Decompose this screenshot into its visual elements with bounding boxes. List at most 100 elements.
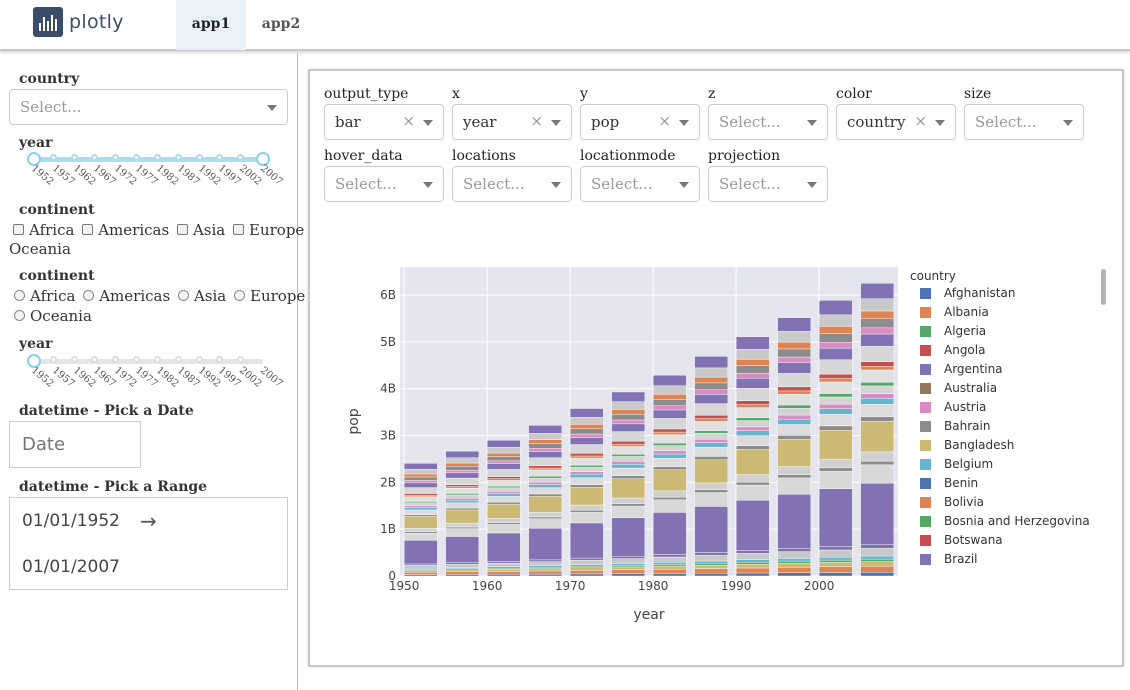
legend-item[interactable]: Bolivia (920, 495, 984, 509)
bar-segment[interactable] (860, 385, 895, 394)
bar-segment[interactable] (403, 501, 438, 504)
bar-segment[interactable] (403, 493, 438, 496)
bar-segment[interactable] (735, 564, 770, 569)
bar-segment[interactable] (569, 455, 604, 459)
bar-segment[interactable] (777, 567, 812, 573)
bar-segment[interactable] (445, 470, 480, 474)
locations-dropdown[interactable]: Select... (452, 166, 572, 202)
legend-item[interactable]: Benin (920, 476, 978, 490)
bar-segment[interactable] (860, 382, 895, 387)
bar-segment[interactable] (652, 499, 687, 513)
radio-circle[interactable] (234, 290, 246, 301)
bar-segment[interactable] (652, 385, 687, 395)
bar-stack[interactable] (403, 463, 438, 577)
size-dropdown[interactable]: Select... (964, 104, 1084, 140)
bar-segment[interactable] (528, 565, 563, 568)
bar-segment[interactable] (860, 565, 895, 573)
bar-segment[interactable] (694, 446, 729, 457)
radio-circle[interactable] (177, 290, 189, 301)
bar-segment[interactable] (486, 522, 521, 525)
bar-segment[interactable] (818, 546, 853, 551)
bar-segment[interactable] (818, 314, 853, 327)
chevron-down-icon[interactable] (551, 182, 561, 188)
bar-segment[interactable] (528, 568, 563, 572)
bar-segment[interactable] (528, 559, 563, 562)
bar-segment[interactable] (403, 487, 438, 494)
bar-segment[interactable] (860, 404, 895, 417)
legend-item[interactable]: Algeria (920, 324, 986, 338)
bar-segment[interactable] (611, 456, 646, 462)
bar-segment[interactable] (777, 548, 812, 552)
bar-segment[interactable] (528, 561, 563, 566)
bar-segment[interactable] (528, 477, 563, 483)
bar-segment[interactable] (611, 558, 646, 564)
bar-stack[interactable] (652, 374, 687, 577)
bar-stack[interactable] (818, 300, 853, 577)
bar-segment[interactable] (528, 481, 563, 485)
bar-segment[interactable] (694, 367, 729, 378)
slider-mark[interactable] (237, 356, 245, 363)
chevron-down-icon[interactable] (807, 182, 817, 188)
bar-segment[interactable] (777, 386, 812, 392)
bar-segment[interactable] (860, 346, 895, 362)
bar-segment[interactable] (652, 569, 687, 574)
bar-segment[interactable] (445, 522, 480, 528)
bar-segment[interactable] (611, 443, 646, 447)
slider-mark[interactable] (70, 154, 78, 161)
bar-segment[interactable] (528, 467, 563, 471)
chevron-down-icon[interactable] (551, 120, 561, 126)
bar-segment[interactable] (694, 506, 729, 553)
bar-segment[interactable] (652, 496, 687, 500)
x-dropdown[interactable]: year × (452, 104, 572, 140)
bar-segment[interactable] (486, 501, 521, 505)
checkbox-box[interactable] (233, 224, 245, 235)
chevron-down-icon[interactable] (807, 120, 817, 126)
bar-segment[interactable] (818, 414, 853, 427)
radio-europe[interactable]: Europe (231, 287, 305, 305)
bar-segment[interactable] (569, 522, 604, 559)
bar-segment[interactable] (652, 434, 687, 444)
bar-segment[interactable] (860, 572, 895, 577)
bar-segment[interactable] (569, 444, 604, 454)
bar-segment[interactable] (486, 524, 521, 534)
bar-segment[interactable] (569, 471, 604, 475)
bar-segment[interactable] (445, 574, 480, 577)
bar-segment[interactable] (528, 484, 563, 488)
bar-segment[interactable] (694, 442, 729, 448)
bar-segment[interactable] (403, 533, 438, 541)
bar-segment[interactable] (528, 443, 563, 449)
bar-segment[interactable] (569, 504, 604, 511)
year-slider2-track[interactable] (34, 359, 263, 364)
bar-segment[interactable] (403, 528, 438, 532)
chevron-down-icon[interactable] (679, 182, 689, 188)
bar-segment[interactable] (735, 572, 770, 577)
bar-segment[interactable] (403, 502, 438, 506)
bar-segment[interactable] (528, 457, 563, 466)
bar-segment[interactable] (860, 366, 895, 371)
legend-item[interactable]: Botswana (920, 533, 1003, 547)
radio-circle[interactable] (83, 290, 95, 301)
bar-segment[interactable] (735, 430, 770, 436)
bar-segment[interactable] (694, 560, 729, 564)
legend-item[interactable]: Bahrain (920, 419, 990, 433)
slider-mark[interactable] (49, 356, 57, 363)
bar-segment[interactable] (611, 391, 646, 402)
bar-segment[interactable] (403, 570, 438, 573)
bar-segment[interactable] (777, 560, 812, 564)
bar-segment[interactable] (735, 404, 770, 408)
bar-segment[interactable] (818, 347, 853, 360)
slider-mark[interactable] (70, 356, 78, 363)
bar-segment[interactable] (569, 457, 604, 466)
bar-segment[interactable] (652, 466, 687, 471)
legend-item[interactable]: Argentina (920, 362, 1003, 376)
bar-segment[interactable] (735, 561, 770, 565)
bar-segment[interactable] (860, 416, 895, 422)
bar-stack[interactable] (860, 283, 895, 577)
bar-segment[interactable] (652, 418, 687, 430)
bar-segment[interactable] (818, 488, 853, 547)
bar-segment[interactable] (818, 458, 853, 469)
bar-segment[interactable] (777, 393, 812, 406)
bar-segment[interactable] (611, 464, 646, 469)
bar-segment[interactable] (860, 451, 895, 462)
checkbox-europe[interactable]: Europe (230, 221, 304, 239)
